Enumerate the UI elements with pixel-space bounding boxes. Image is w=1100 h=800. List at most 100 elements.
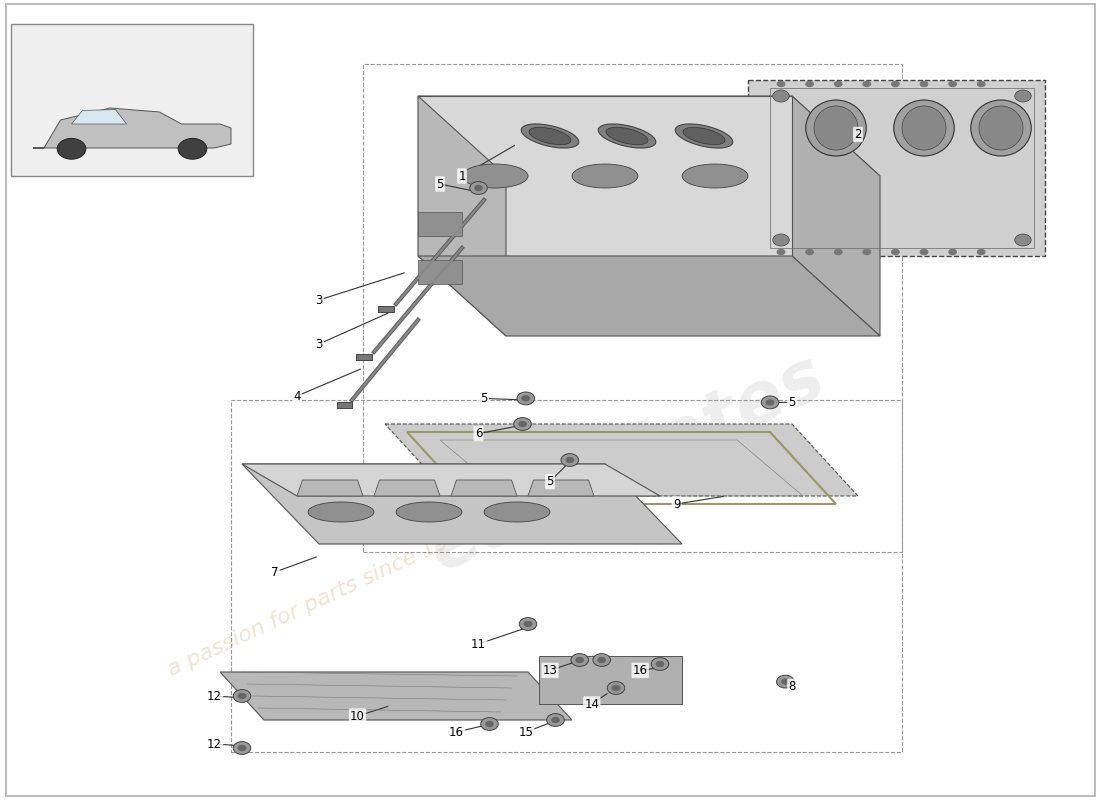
Polygon shape (242, 464, 682, 544)
Ellipse shape (814, 106, 858, 150)
Ellipse shape (777, 249, 785, 255)
Polygon shape (385, 424, 858, 496)
Ellipse shape (521, 124, 579, 148)
Circle shape (547, 714, 564, 726)
Bar (231, 400, 902, 752)
Text: 5: 5 (547, 475, 553, 488)
Text: 9: 9 (673, 498, 680, 510)
Text: 5: 5 (481, 392, 487, 405)
Text: 12: 12 (207, 690, 222, 702)
Ellipse shape (529, 127, 571, 145)
Ellipse shape (920, 81, 928, 87)
Circle shape (238, 745, 246, 751)
Ellipse shape (970, 100, 1032, 156)
Ellipse shape (682, 164, 748, 188)
Ellipse shape (777, 81, 785, 87)
Text: 14: 14 (584, 698, 600, 710)
Polygon shape (418, 260, 462, 284)
Text: 1: 1 (459, 170, 465, 182)
Polygon shape (418, 96, 792, 256)
Circle shape (781, 678, 790, 685)
Ellipse shape (834, 249, 843, 255)
Text: a passion for parts since 1985: a passion for parts since 1985 (165, 520, 479, 680)
Polygon shape (378, 306, 394, 312)
Ellipse shape (979, 106, 1023, 150)
Text: 13: 13 (542, 664, 558, 677)
Text: 10: 10 (350, 710, 365, 722)
Circle shape (238, 693, 246, 699)
Text: 11: 11 (471, 638, 486, 650)
Text: 12: 12 (207, 738, 222, 750)
Ellipse shape (948, 249, 957, 255)
Polygon shape (374, 480, 440, 496)
Text: 4: 4 (294, 390, 300, 402)
Text: 16: 16 (449, 726, 464, 738)
Circle shape (761, 396, 779, 409)
Bar (363, 64, 902, 552)
Ellipse shape (1014, 90, 1032, 102)
Ellipse shape (902, 106, 946, 150)
Polygon shape (539, 656, 682, 704)
Polygon shape (528, 480, 594, 496)
Polygon shape (33, 108, 231, 148)
Ellipse shape (462, 164, 528, 188)
Circle shape (514, 418, 531, 430)
Circle shape (524, 621, 532, 627)
Text: 3: 3 (316, 294, 322, 306)
Ellipse shape (772, 90, 790, 102)
Circle shape (485, 721, 494, 727)
Circle shape (517, 392, 535, 405)
Polygon shape (418, 212, 462, 236)
Polygon shape (72, 110, 126, 124)
Polygon shape (748, 80, 1045, 256)
Polygon shape (337, 402, 352, 408)
Ellipse shape (772, 234, 790, 246)
Text: 3: 3 (316, 338, 322, 350)
Circle shape (593, 654, 611, 666)
Text: 8: 8 (789, 680, 795, 693)
Circle shape (597, 657, 606, 663)
Text: 2: 2 (855, 128, 861, 141)
Ellipse shape (862, 249, 871, 255)
Circle shape (233, 690, 251, 702)
Ellipse shape (598, 124, 656, 148)
Ellipse shape (683, 127, 725, 145)
Ellipse shape (893, 100, 955, 156)
Circle shape (233, 742, 251, 754)
Circle shape (474, 185, 483, 191)
Text: 16: 16 (632, 664, 648, 677)
Circle shape (521, 395, 530, 402)
Ellipse shape (891, 81, 900, 87)
Polygon shape (451, 480, 517, 496)
Polygon shape (242, 464, 660, 496)
Circle shape (561, 454, 579, 466)
Polygon shape (297, 480, 363, 496)
Polygon shape (418, 256, 880, 336)
Text: euroslates: euroslates (418, 342, 836, 586)
Ellipse shape (805, 81, 814, 87)
Circle shape (519, 618, 537, 630)
Circle shape (651, 658, 669, 670)
Text: 5: 5 (789, 396, 795, 409)
Circle shape (612, 685, 620, 691)
Ellipse shape (920, 249, 928, 255)
Polygon shape (418, 96, 880, 176)
Circle shape (575, 657, 584, 663)
Ellipse shape (862, 81, 871, 87)
Ellipse shape (977, 249, 986, 255)
Polygon shape (418, 96, 506, 336)
Bar (11, 24, 253, 176)
Polygon shape (792, 96, 880, 336)
Circle shape (607, 682, 625, 694)
Ellipse shape (308, 502, 374, 522)
Ellipse shape (572, 164, 638, 188)
Ellipse shape (805, 249, 814, 255)
Circle shape (551, 717, 560, 723)
Circle shape (766, 399, 774, 406)
Ellipse shape (805, 100, 867, 156)
Polygon shape (356, 354, 372, 360)
Ellipse shape (948, 81, 957, 87)
Circle shape (571, 654, 588, 666)
Circle shape (470, 182, 487, 194)
Ellipse shape (396, 502, 462, 522)
